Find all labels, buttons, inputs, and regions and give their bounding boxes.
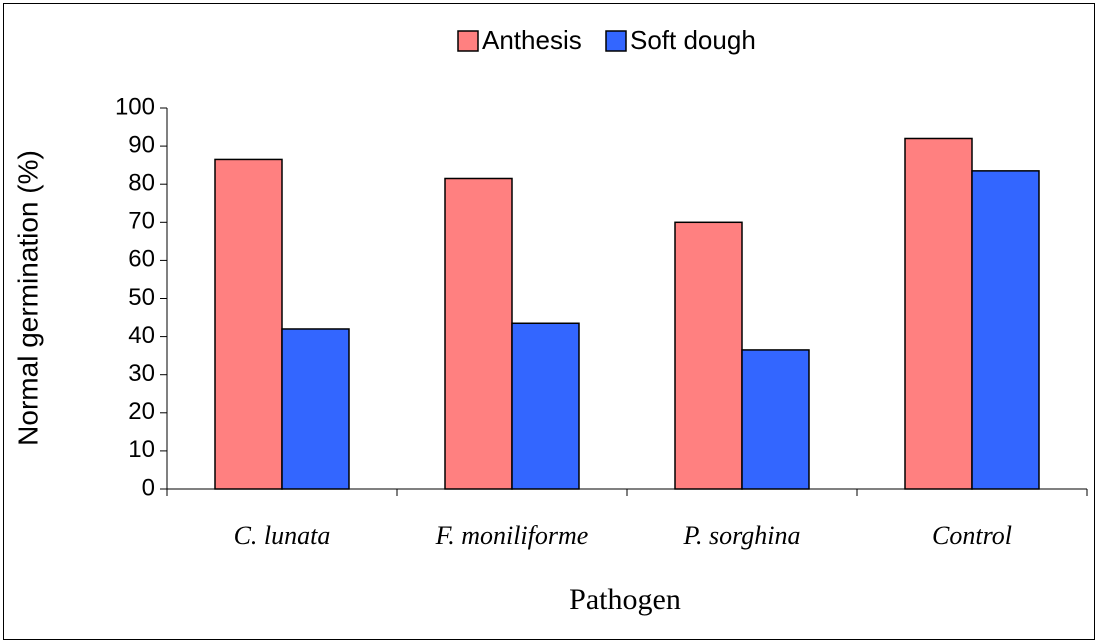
y-tick-label: 20 (128, 398, 155, 425)
x-tick-label: Control (932, 521, 1012, 550)
bar (674, 221, 743, 490)
y-tick-label: 50 (128, 284, 155, 311)
y-tick-label: 30 (128, 360, 155, 387)
bar (444, 177, 513, 490)
x-tick-label: F. moniliforme (435, 521, 589, 550)
y-tick-label: 80 (128, 170, 155, 197)
y-tick-label: 90 (128, 131, 155, 158)
y-tick-label: 70 (128, 208, 155, 235)
bar (741, 349, 810, 490)
y-tick-label: 10 (128, 436, 155, 463)
bar (904, 137, 973, 490)
y-tick-label: 0 (142, 474, 155, 501)
bar (281, 328, 350, 490)
y-tick-label: 60 (128, 246, 155, 273)
bar (214, 158, 283, 490)
bar (511, 322, 580, 490)
legend-label: Anthesis (482, 25, 582, 55)
x-axis-label: Pathogen (569, 583, 681, 616)
x-tick-label: P. sorghina (682, 521, 800, 550)
legend-swatch (605, 30, 627, 52)
y-axis-label: Normal germination (%) (12, 150, 43, 446)
y-tick-label: 40 (128, 322, 155, 349)
bar (971, 170, 1040, 490)
x-tick-label: C. lunata (234, 521, 331, 550)
legend-swatch (457, 30, 479, 52)
legend-label: Soft dough (630, 25, 756, 55)
y-tick-label: 100 (115, 93, 155, 120)
